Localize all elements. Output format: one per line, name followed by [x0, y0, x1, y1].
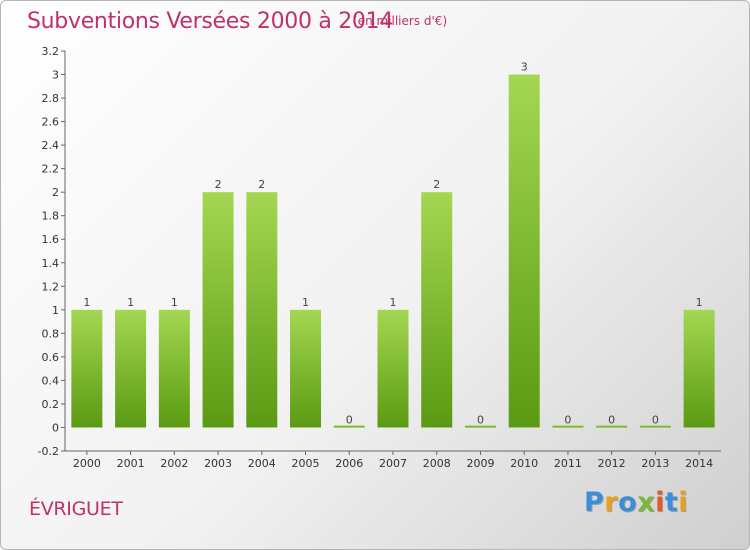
bar-2006	[333, 425, 365, 428]
y-tick-label: 0.2	[42, 398, 60, 411]
bar-2004	[246, 192, 278, 428]
y-tick-label: 3.2	[42, 45, 60, 58]
data-label-2009: 0	[477, 413, 484, 426]
y-tick-label: 3	[52, 69, 59, 82]
bar-2003	[202, 192, 234, 428]
logo-letter: r	[604, 487, 619, 518]
logo-letter: o	[618, 487, 638, 518]
bar-2007	[377, 309, 409, 428]
data-label-2002: 1	[171, 296, 178, 309]
y-tick-label: 1.2	[42, 280, 60, 293]
logo-letter: i	[655, 487, 665, 518]
commune-name: ÉVRIGUET	[29, 498, 123, 520]
bar-2011	[552, 425, 584, 428]
bar-2010	[508, 74, 540, 428]
data-label-2008: 2	[433, 178, 440, 191]
bar-2014	[683, 309, 715, 428]
x-tick-label-2000: 2000	[73, 457, 101, 470]
bar-2001	[115, 309, 147, 428]
bar-2013	[639, 425, 671, 428]
y-tick-label: 1	[52, 304, 59, 317]
y-tick-label: -0.2	[38, 445, 59, 458]
y-tick-label: 2	[52, 186, 59, 199]
data-label-2013: 0	[652, 413, 659, 426]
y-tick-label: 0	[52, 421, 59, 434]
logo-letter: t	[664, 487, 679, 518]
x-tick-label-2011: 2011	[554, 457, 582, 470]
x-tick-label-2002: 2002	[160, 457, 188, 470]
x-tick-label-2007: 2007	[379, 457, 407, 470]
bar-2008	[421, 192, 453, 428]
bar-2002	[158, 309, 190, 428]
x-tick-label-2010: 2010	[510, 457, 538, 470]
y-tick-label: 0.6	[42, 351, 60, 364]
proxiti-logo: Proxiti	[584, 487, 688, 518]
data-label-2010: 3	[521, 61, 528, 74]
y-tick-label: 2.4	[42, 139, 60, 152]
data-label-2001: 1	[127, 296, 134, 309]
x-tick-label-2012: 2012	[598, 457, 626, 470]
data-label-2003: 2	[215, 178, 222, 191]
data-label-2011: 0	[564, 413, 571, 426]
chart-title: Subventions Versées 2000 à 2014	[27, 9, 394, 34]
y-tick-label: 2.8	[42, 92, 60, 105]
logo-letter: x	[637, 487, 656, 518]
x-tick-label-2009: 2009	[466, 457, 494, 470]
bar-2012	[596, 425, 628, 428]
bar-2000	[71, 309, 103, 428]
data-label-2006: 0	[346, 413, 353, 426]
x-tick-label-2013: 2013	[641, 457, 669, 470]
logo-letter: P	[584, 487, 605, 518]
y-tick-label: 0.4	[42, 374, 60, 387]
chart-subtitle: (en milliers d'€)	[353, 14, 448, 28]
x-tick-label-2014: 2014	[685, 457, 713, 470]
bar-2005	[290, 309, 322, 428]
y-tick-label: 2.2	[42, 163, 60, 176]
data-label-2004: 2	[258, 178, 265, 191]
x-tick-label-2008: 2008	[423, 457, 451, 470]
bar-2009	[464, 425, 496, 428]
data-label-2012: 0	[608, 413, 615, 426]
x-tick-label-2006: 2006	[335, 457, 363, 470]
y-tick-label: 1.8	[42, 210, 60, 223]
data-label-2000: 1	[83, 296, 90, 309]
x-tick-label-2001: 2001	[117, 457, 145, 470]
x-tick-label-2004: 2004	[248, 457, 276, 470]
x-tick-label-2005: 2005	[292, 457, 320, 470]
data-label-2005: 1	[302, 296, 309, 309]
logo-letter: i	[678, 487, 689, 518]
x-tick-label-2003: 2003	[204, 457, 232, 470]
y-tick-label: 0.8	[42, 327, 60, 340]
y-tick-label: 2.6	[42, 116, 60, 129]
data-label-2014: 1	[696, 296, 703, 309]
data-label-2007: 1	[390, 296, 397, 309]
y-tick-label: 1.4	[42, 257, 60, 270]
y-tick-label: 1.6	[42, 233, 60, 246]
